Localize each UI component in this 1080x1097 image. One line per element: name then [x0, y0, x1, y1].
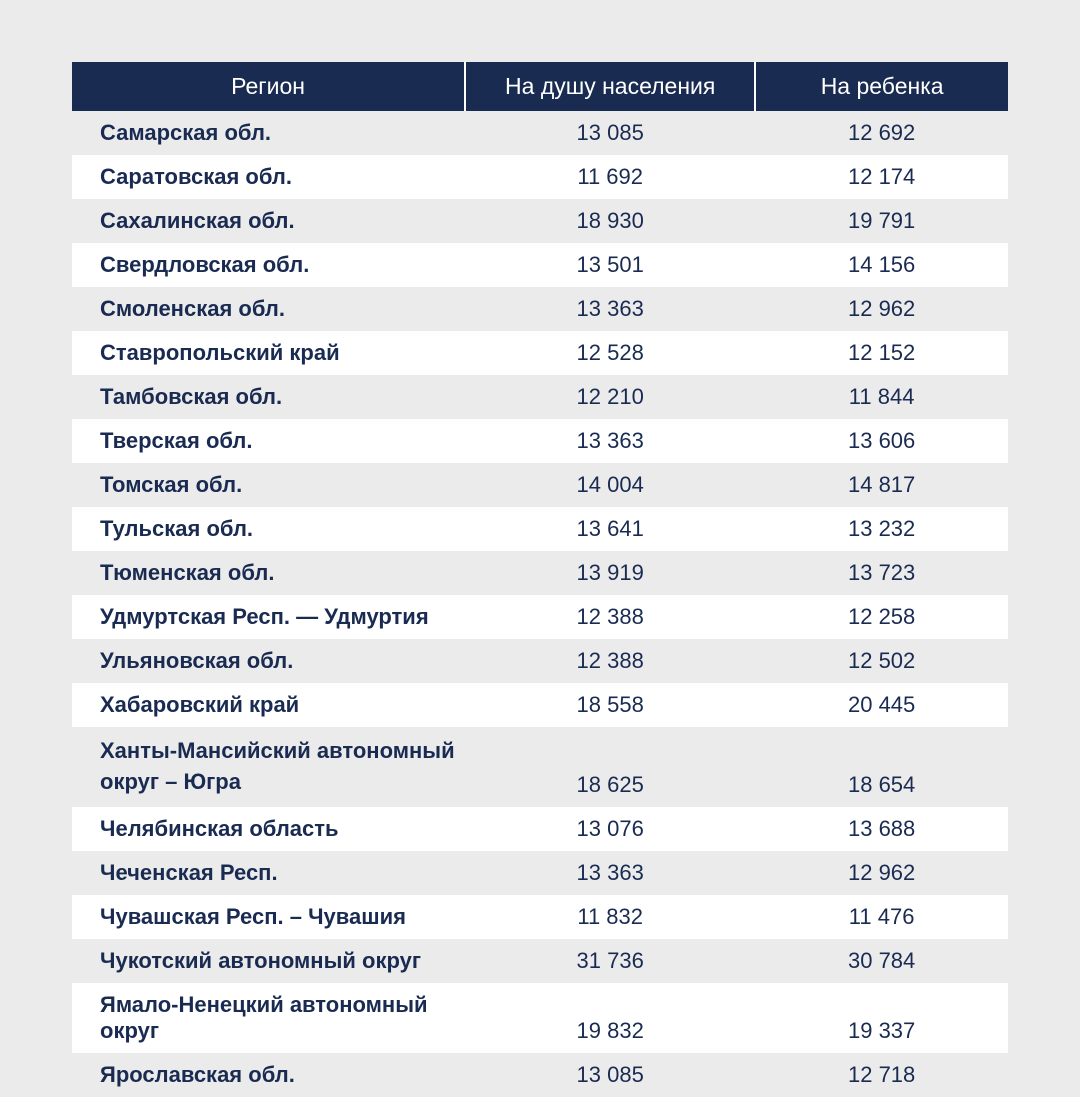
cell-per-child: 19 791: [755, 199, 1008, 243]
cell-region: Тамбовская обл.: [72, 375, 465, 419]
cell-region: Ульяновская обл.: [72, 639, 465, 683]
table-row: Ставропольский край12 52812 152: [72, 331, 1008, 375]
cell-per-child: 19 337: [755, 983, 1008, 1053]
cell-per-capita: 18 930: [465, 199, 755, 243]
cell-region: Чукотский автономный округ: [72, 939, 465, 983]
cell-per-child: 13 606: [755, 419, 1008, 463]
cell-per-child: 12 174: [755, 155, 1008, 199]
cell-per-capita: 14 004: [465, 463, 755, 507]
table-row: Ханты-Мансийский автономный округ – Югра…: [72, 727, 1008, 807]
table-row: Хабаровский край18 55820 445: [72, 683, 1008, 727]
cell-region: Ямало-Ненецкий автономный округ: [72, 983, 465, 1053]
cell-per-child: 12 502: [755, 639, 1008, 683]
cell-per-child: 13 723: [755, 551, 1008, 595]
cell-region: Тверская обл.: [72, 419, 465, 463]
cell-per-child: 11 476: [755, 895, 1008, 939]
cell-per-capita: 13 641: [465, 507, 755, 551]
cell-region: Свердловская обл.: [72, 243, 465, 287]
cell-per-capita: 12 388: [465, 595, 755, 639]
cell-per-child: 12 258: [755, 595, 1008, 639]
table-row: Тверская обл.13 36313 606: [72, 419, 1008, 463]
cell-per-capita: 13 501: [465, 243, 755, 287]
table-row: Тамбовская обл.12 21011 844: [72, 375, 1008, 419]
table-row: Сахалинская обл.18 93019 791: [72, 199, 1008, 243]
cell-per-child: 12 962: [755, 851, 1008, 895]
cell-per-capita: 13 363: [465, 287, 755, 331]
cell-region: Самарская обл.: [72, 111, 465, 155]
cell-region: Ханты-Мансийский автономный округ – Югра: [72, 727, 465, 807]
cell-per-child: 14 817: [755, 463, 1008, 507]
cell-per-child: 12 718: [755, 1053, 1008, 1097]
cell-per-child: 12 962: [755, 287, 1008, 331]
table-row: Тульская обл.13 64113 232: [72, 507, 1008, 551]
header-per-child: На ребенка: [755, 62, 1008, 111]
cell-per-capita: 11 832: [465, 895, 755, 939]
regions-table-container: Регион На душу населения На ребенка Сама…: [72, 62, 1008, 1097]
cell-per-child: 14 156: [755, 243, 1008, 287]
cell-per-capita: 13 085: [465, 1053, 755, 1097]
cell-region: Хабаровский край: [72, 683, 465, 727]
table-row: Ярославская обл.13 08512 718: [72, 1053, 1008, 1097]
table-row: Чувашская Респ. – Чувашия11 83211 476: [72, 895, 1008, 939]
cell-per-child: 18 654: [755, 727, 1008, 807]
cell-per-capita: 13 085: [465, 111, 755, 155]
cell-region: Чувашская Респ. – Чувашия: [72, 895, 465, 939]
cell-per-capita: 31 736: [465, 939, 755, 983]
table-row: Чукотский автономный округ31 73630 784: [72, 939, 1008, 983]
cell-per-child: 30 784: [755, 939, 1008, 983]
table-row: Саратовская обл.11 69212 174: [72, 155, 1008, 199]
cell-per-capita: 12 388: [465, 639, 755, 683]
cell-per-capita: 12 528: [465, 331, 755, 375]
cell-per-capita: 13 919: [465, 551, 755, 595]
cell-per-child: 11 844: [755, 375, 1008, 419]
cell-per-child: 12 692: [755, 111, 1008, 155]
cell-per-capita: 13 363: [465, 851, 755, 895]
table-row: Свердловская обл.13 50114 156: [72, 243, 1008, 287]
cell-region: Тульская обл.: [72, 507, 465, 551]
cell-region: Ставропольский край: [72, 331, 465, 375]
cell-region: Саратовская обл.: [72, 155, 465, 199]
cell-per-child: 20 445: [755, 683, 1008, 727]
cell-per-capita: 18 625: [465, 727, 755, 807]
cell-per-child: 12 152: [755, 331, 1008, 375]
table-row: Самарская обл.13 08512 692: [72, 111, 1008, 155]
cell-per-child: 13 232: [755, 507, 1008, 551]
cell-region: Тюменская обл.: [72, 551, 465, 595]
cell-region: Смоленская обл.: [72, 287, 465, 331]
table-row: Ямало-Ненецкий автономный округ19 83219 …: [72, 983, 1008, 1053]
cell-per-capita: 11 692: [465, 155, 755, 199]
cell-per-capita: 13 363: [465, 419, 755, 463]
table-row: Ульяновская обл.12 38812 502: [72, 639, 1008, 683]
cell-per-capita: 18 558: [465, 683, 755, 727]
table-header: Регион На душу населения На ребенка: [72, 62, 1008, 111]
cell-region: Сахалинская обл.: [72, 199, 465, 243]
cell-region: Томская обл.: [72, 463, 465, 507]
table-row: Чеченская Респ.13 36312 962: [72, 851, 1008, 895]
cell-per-capita: 12 210: [465, 375, 755, 419]
cell-per-capita: 13 076: [465, 807, 755, 851]
table-row: Смоленская обл.13 36312 962: [72, 287, 1008, 331]
cell-per-child: 13 688: [755, 807, 1008, 851]
table-body: Самарская обл.13 08512 692Саратовская об…: [72, 111, 1008, 1097]
cell-region: Челябинская область: [72, 807, 465, 851]
header-per-capita: На душу населения: [465, 62, 755, 111]
cell-region: Чеченская Респ.: [72, 851, 465, 895]
regions-table: Регион На душу населения На ребенка Сама…: [72, 62, 1008, 1097]
cell-per-capita: 19 832: [465, 983, 755, 1053]
header-row: Регион На душу населения На ребенка: [72, 62, 1008, 111]
table-row: Тюменская обл.13 91913 723: [72, 551, 1008, 595]
cell-region: Ярославская обл.: [72, 1053, 465, 1097]
table-row: Челябинская область13 07613 688: [72, 807, 1008, 851]
table-row: Удмуртская Респ. — Удмуртия12 38812 258: [72, 595, 1008, 639]
header-region: Регион: [72, 62, 465, 111]
table-row: Томская обл.14 00414 817: [72, 463, 1008, 507]
cell-region: Удмуртская Респ. — Удмуртия: [72, 595, 465, 639]
